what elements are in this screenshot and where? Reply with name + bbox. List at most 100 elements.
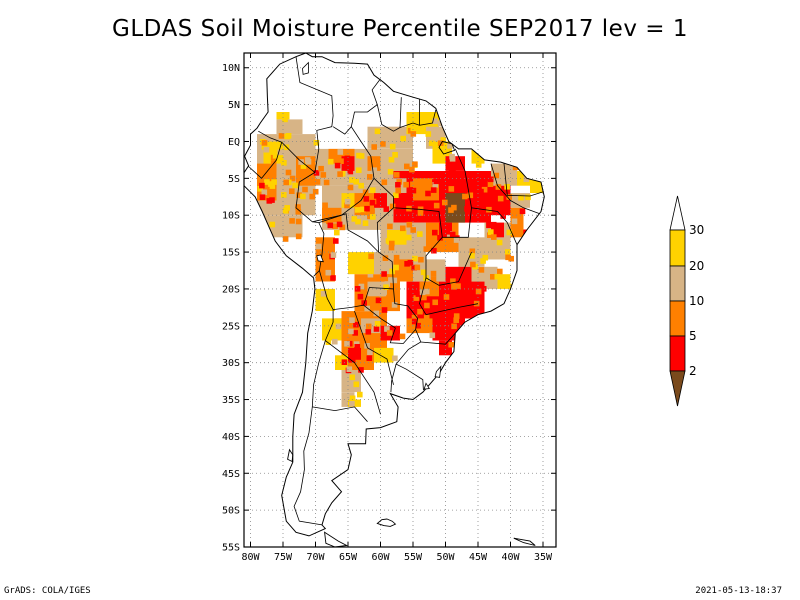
percentile-speckle bbox=[325, 339, 332, 345]
percentile-speckle bbox=[423, 246, 430, 252]
percentile-cell-20_30 bbox=[322, 318, 342, 341]
percentile-speckle bbox=[298, 159, 304, 165]
percentile-speckle bbox=[414, 264, 421, 271]
percentile-speckle bbox=[271, 179, 277, 185]
percentile-speckle bbox=[478, 267, 485, 273]
percentile-speckle bbox=[382, 255, 389, 261]
lon-label: 50W bbox=[436, 552, 455, 563]
percentile-speckle bbox=[263, 146, 270, 153]
percentile-speckle bbox=[281, 160, 287, 166]
percentile-speckle bbox=[480, 258, 486, 264]
percentile-speckle bbox=[496, 239, 503, 246]
percentile-speckle bbox=[257, 186, 263, 192]
percentile-speckle bbox=[366, 355, 373, 361]
percentile-speckle bbox=[358, 283, 365, 290]
percentile-speckle bbox=[259, 182, 265, 189]
country-border bbox=[490, 163, 540, 215]
country-border bbox=[419, 99, 437, 126]
legend-swatch-10_20 bbox=[669, 265, 686, 302]
percentile-speckle bbox=[512, 164, 519, 171]
percentile-speckle bbox=[475, 162, 482, 168]
country-border bbox=[363, 288, 419, 344]
percentile-speckle bbox=[431, 247, 437, 254]
percentile-speckle bbox=[349, 374, 356, 381]
percentile-speckle bbox=[312, 188, 319, 195]
lat-label: 25S bbox=[222, 321, 240, 332]
percentile-speckle bbox=[371, 144, 377, 150]
percentile-speckle bbox=[417, 231, 423, 237]
percentile-speckle bbox=[283, 179, 289, 186]
continent-outline bbox=[244, 53, 545, 537]
percentile-speckle bbox=[295, 218, 302, 225]
percentile-speckle bbox=[368, 253, 374, 260]
percentile-speckle bbox=[415, 291, 422, 297]
percentile-speckle bbox=[442, 199, 448, 206]
percentile-speckle bbox=[462, 193, 468, 200]
percentile-speckle bbox=[424, 288, 430, 295]
lat-label: 50S bbox=[222, 506, 240, 517]
percentile-speckle bbox=[281, 192, 287, 198]
lat-label: 5S bbox=[228, 174, 240, 185]
percentile-speckle bbox=[302, 186, 308, 193]
percentile-speckle bbox=[444, 229, 450, 235]
percentile-speckle bbox=[337, 149, 344, 155]
percentile-speckle bbox=[352, 330, 358, 336]
percentile-speckle bbox=[392, 355, 398, 362]
lat-label: 10N bbox=[222, 63, 240, 74]
percentile-speckle bbox=[461, 183, 468, 189]
percentile-cell-10_20 bbox=[341, 370, 361, 393]
percentile-speckle bbox=[289, 188, 295, 194]
percentile-speckle bbox=[365, 323, 372, 330]
country-border bbox=[471, 207, 518, 245]
percentile-speckle bbox=[395, 187, 401, 194]
percentile-speckle bbox=[405, 234, 412, 241]
percentile-speckle bbox=[369, 187, 376, 193]
percentile-speckle bbox=[295, 204, 301, 210]
percentile-speckle bbox=[519, 208, 526, 215]
percentile-speckle bbox=[448, 186, 455, 192]
percentile-speckle bbox=[399, 333, 406, 340]
percentile-speckle bbox=[344, 198, 351, 205]
percentile-speckle bbox=[314, 179, 321, 185]
country-border bbox=[399, 97, 420, 129]
percentile-speckle bbox=[318, 165, 324, 172]
percentile-speckle bbox=[264, 179, 270, 185]
percentile-speckle bbox=[338, 158, 344, 164]
percentile-speckle bbox=[486, 222, 492, 229]
percentile-speckle bbox=[356, 152, 362, 159]
percentile-speckle bbox=[482, 254, 489, 261]
percentile-speckle bbox=[367, 213, 373, 220]
percentile-speckle bbox=[415, 322, 421, 329]
legend-swatch-5_10 bbox=[669, 300, 686, 337]
percentile-speckle bbox=[381, 179, 388, 186]
percentile-speckle bbox=[323, 179, 330, 186]
country-border bbox=[376, 207, 394, 253]
percentile-speckle bbox=[453, 237, 460, 243]
percentile-speckle bbox=[425, 190, 431, 197]
percentile-speckle bbox=[383, 351, 389, 357]
percentile-speckle bbox=[402, 197, 409, 203]
percentile-speckle bbox=[388, 244, 395, 251]
percentile-speckle bbox=[363, 196, 370, 202]
country-border bbox=[312, 214, 342, 223]
percentile-speckle bbox=[282, 116, 288, 123]
percentile-speckle bbox=[467, 301, 474, 308]
percentile-speckle bbox=[313, 170, 320, 176]
percentile-speckle bbox=[354, 207, 361, 213]
percentile-speckle bbox=[354, 286, 361, 292]
percentile-speckle bbox=[407, 260, 414, 266]
percentile-speckle bbox=[373, 326, 380, 332]
percentile-speckle bbox=[438, 319, 445, 325]
percentile-speckle bbox=[488, 229, 494, 235]
percentile-speckle bbox=[491, 234, 497, 240]
percentile-speckle bbox=[349, 317, 355, 323]
percentile-speckle bbox=[424, 302, 430, 309]
percentile-speckle bbox=[272, 153, 279, 159]
percentile-speckle bbox=[523, 176, 530, 182]
country-border bbox=[390, 363, 397, 393]
percentile-speckle bbox=[344, 202, 350, 209]
percentile-speckle bbox=[367, 271, 374, 278]
percentile-speckle bbox=[500, 213, 506, 219]
percentile-speckle bbox=[333, 238, 339, 244]
